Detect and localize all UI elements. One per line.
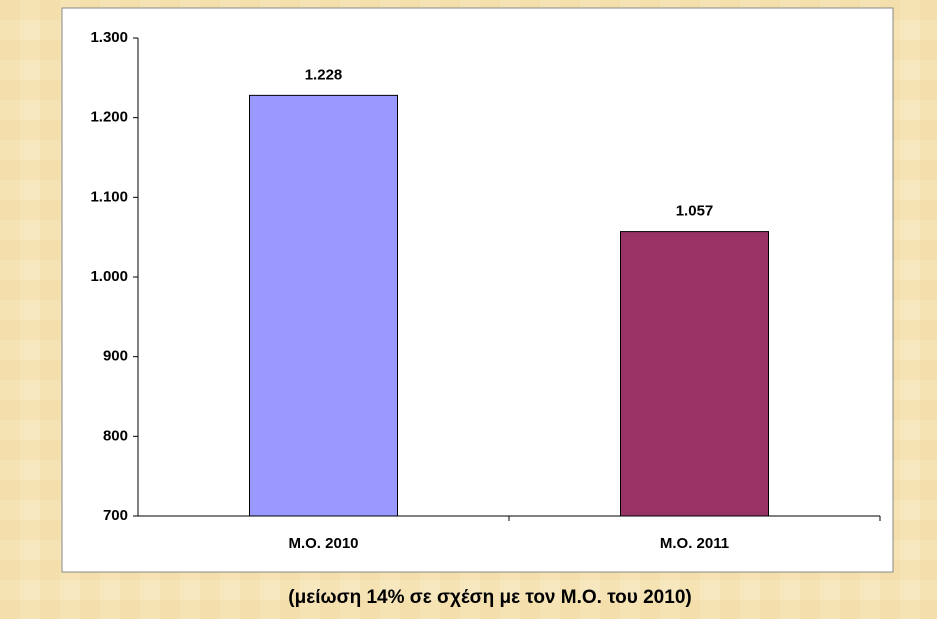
y-tick-label: 700	[103, 507, 128, 524]
bar	[249, 94, 398, 517]
y-tick-label: 1.000	[90, 268, 128, 285]
bar	[620, 231, 769, 517]
y-tick-label: 1.300	[90, 29, 128, 46]
x-tick-label: Μ.Ο. 2010	[288, 535, 358, 552]
value-label: 1.057	[676, 203, 714, 220]
y-tick-label: 800	[103, 427, 128, 444]
value-label: 1.228	[305, 66, 343, 83]
x-tick-label: Μ.Ο. 2011	[660, 535, 729, 552]
y-tick-label: 900	[103, 348, 128, 365]
y-tick-label: 1.200	[90, 109, 128, 126]
annotation: (μείωση 14% σε σχέση με τον Μ.Ο. του 201…	[288, 587, 691, 608]
y-tick-label: 1.100	[90, 188, 128, 205]
